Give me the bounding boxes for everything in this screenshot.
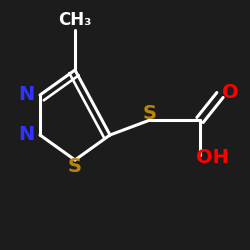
Text: N: N (18, 86, 34, 104)
Text: S: S (68, 157, 82, 176)
Text: O: O (222, 83, 238, 102)
Text: CH₃: CH₃ (58, 11, 92, 29)
Text: S: S (143, 104, 157, 123)
Text: OH: OH (196, 148, 229, 167)
Text: N: N (18, 126, 34, 144)
